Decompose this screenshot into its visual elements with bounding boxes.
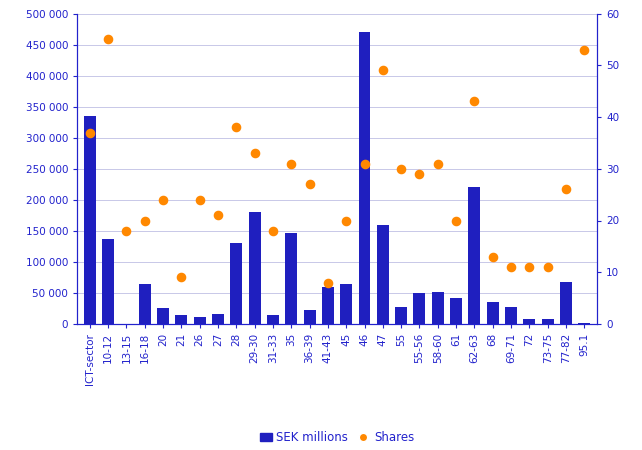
- Point: [140, 217, 150, 224]
- Point: [121, 227, 132, 234]
- Point: [396, 165, 406, 172]
- Bar: [230, 243, 242, 324]
- Point: [323, 279, 333, 286]
- Bar: [102, 239, 114, 324]
- Point: [433, 160, 443, 167]
- Point: [231, 124, 241, 131]
- Bar: [395, 306, 407, 324]
- Bar: [469, 187, 480, 324]
- Point: [360, 160, 370, 167]
- Bar: [175, 315, 187, 324]
- Bar: [340, 284, 352, 324]
- Bar: [157, 308, 169, 324]
- Point: [286, 160, 297, 167]
- Bar: [413, 293, 426, 324]
- Point: [268, 227, 278, 234]
- Bar: [487, 302, 499, 324]
- Point: [195, 196, 205, 203]
- Point: [542, 263, 553, 270]
- Bar: [359, 32, 370, 324]
- Point: [213, 212, 223, 219]
- Bar: [432, 292, 444, 324]
- Bar: [505, 306, 517, 324]
- Bar: [542, 319, 553, 324]
- Point: [103, 36, 113, 43]
- Point: [579, 46, 589, 54]
- Bar: [578, 323, 590, 324]
- Bar: [377, 225, 389, 324]
- Point: [451, 217, 461, 224]
- Bar: [194, 317, 205, 324]
- Point: [85, 129, 95, 136]
- Bar: [248, 212, 261, 324]
- Bar: [450, 298, 462, 324]
- Point: [377, 67, 388, 74]
- Point: [561, 186, 571, 193]
- Legend: SEK millions, Shares: SEK millions, Shares: [255, 426, 419, 449]
- Point: [177, 274, 187, 281]
- Bar: [304, 310, 315, 324]
- Bar: [285, 233, 297, 324]
- Point: [524, 263, 534, 270]
- Bar: [322, 287, 334, 324]
- Bar: [560, 282, 572, 324]
- Point: [469, 98, 480, 105]
- Point: [250, 149, 260, 157]
- Bar: [84, 116, 96, 324]
- Bar: [523, 319, 535, 324]
- Bar: [212, 314, 224, 324]
- Bar: [267, 315, 279, 324]
- Bar: [139, 284, 151, 324]
- Point: [414, 171, 424, 178]
- Point: [487, 253, 498, 260]
- Point: [341, 217, 351, 224]
- Point: [506, 263, 516, 270]
- Point: [304, 180, 315, 188]
- Point: [158, 196, 168, 203]
